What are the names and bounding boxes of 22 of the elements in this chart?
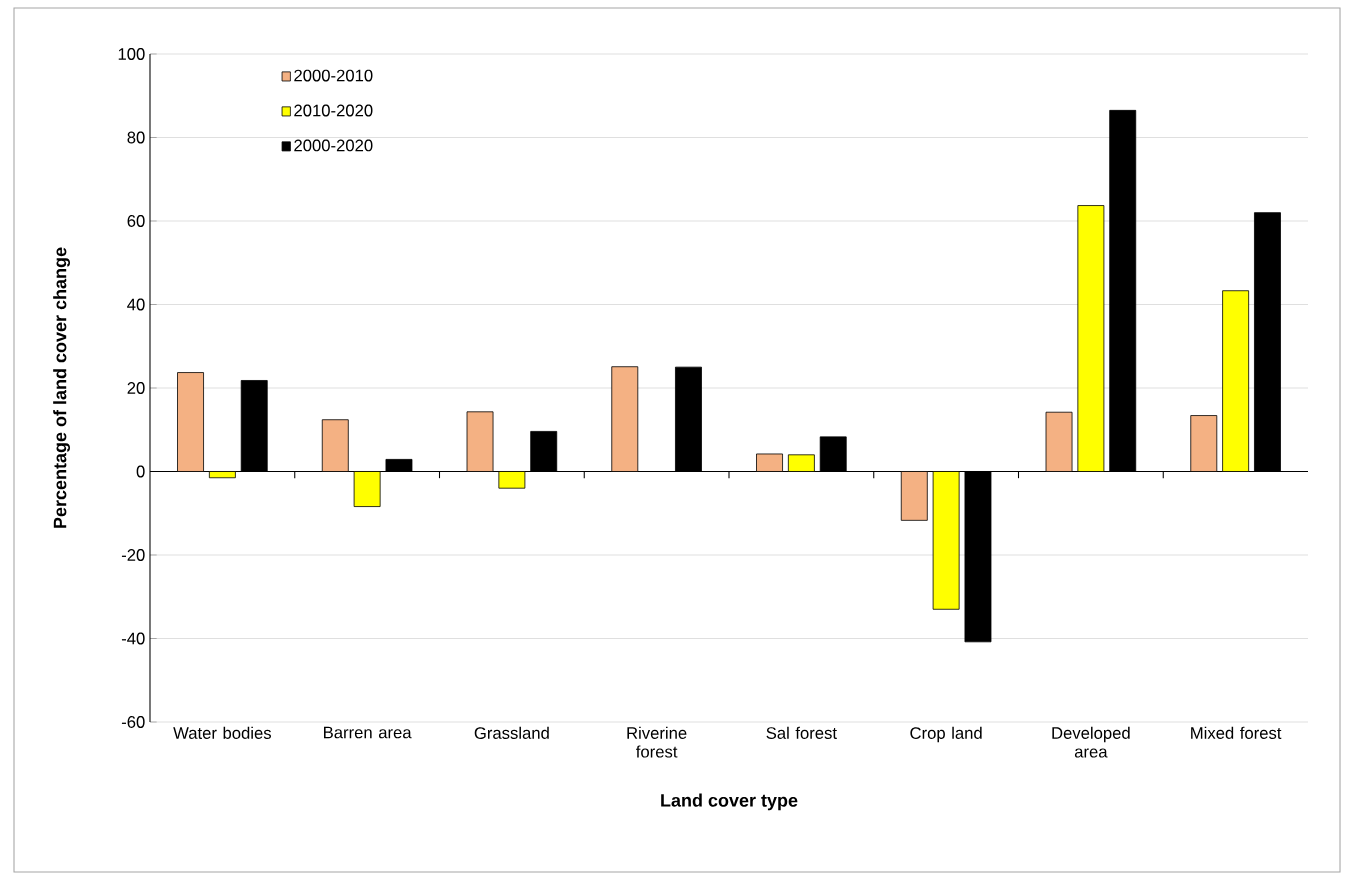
y-axis-title: Percentage of land cover change bbox=[53, 247, 71, 528]
x-tick-label: Crop land bbox=[910, 726, 982, 743]
y-tick-label: -20 bbox=[121, 549, 145, 561]
y-tick-label: 20 bbox=[127, 382, 145, 394]
x-tick-label: Developed area bbox=[1052, 726, 1130, 758]
x-tick-label: Grassland bbox=[474, 726, 549, 739]
x-axis-title: Land cover type bbox=[661, 793, 798, 811]
y-tick-label: 100 bbox=[118, 48, 145, 60]
x-tick-label: Barren area bbox=[324, 726, 412, 739]
legend-label: 2000-2020 bbox=[294, 139, 373, 152]
legend-label: 2000-2010 bbox=[294, 69, 373, 82]
legend-label: 2010-2020 bbox=[294, 104, 373, 117]
x-tick-label: Sal forest bbox=[766, 726, 837, 739]
y-tick-label: 40 bbox=[127, 298, 145, 311]
y-tick-label: 80 bbox=[127, 131, 145, 144]
x-tick-label: Mixed forest bbox=[1191, 726, 1282, 739]
y-tick-label: -60 bbox=[121, 716, 145, 728]
y-tick-label: -40 bbox=[121, 632, 145, 645]
y-tick-label: 60 bbox=[127, 215, 145, 227]
x-tick-label: Water bodies bbox=[173, 726, 272, 739]
x-tick-label: Riverine forest bbox=[627, 726, 687, 758]
y-tick-label: 0 bbox=[136, 465, 145, 478]
